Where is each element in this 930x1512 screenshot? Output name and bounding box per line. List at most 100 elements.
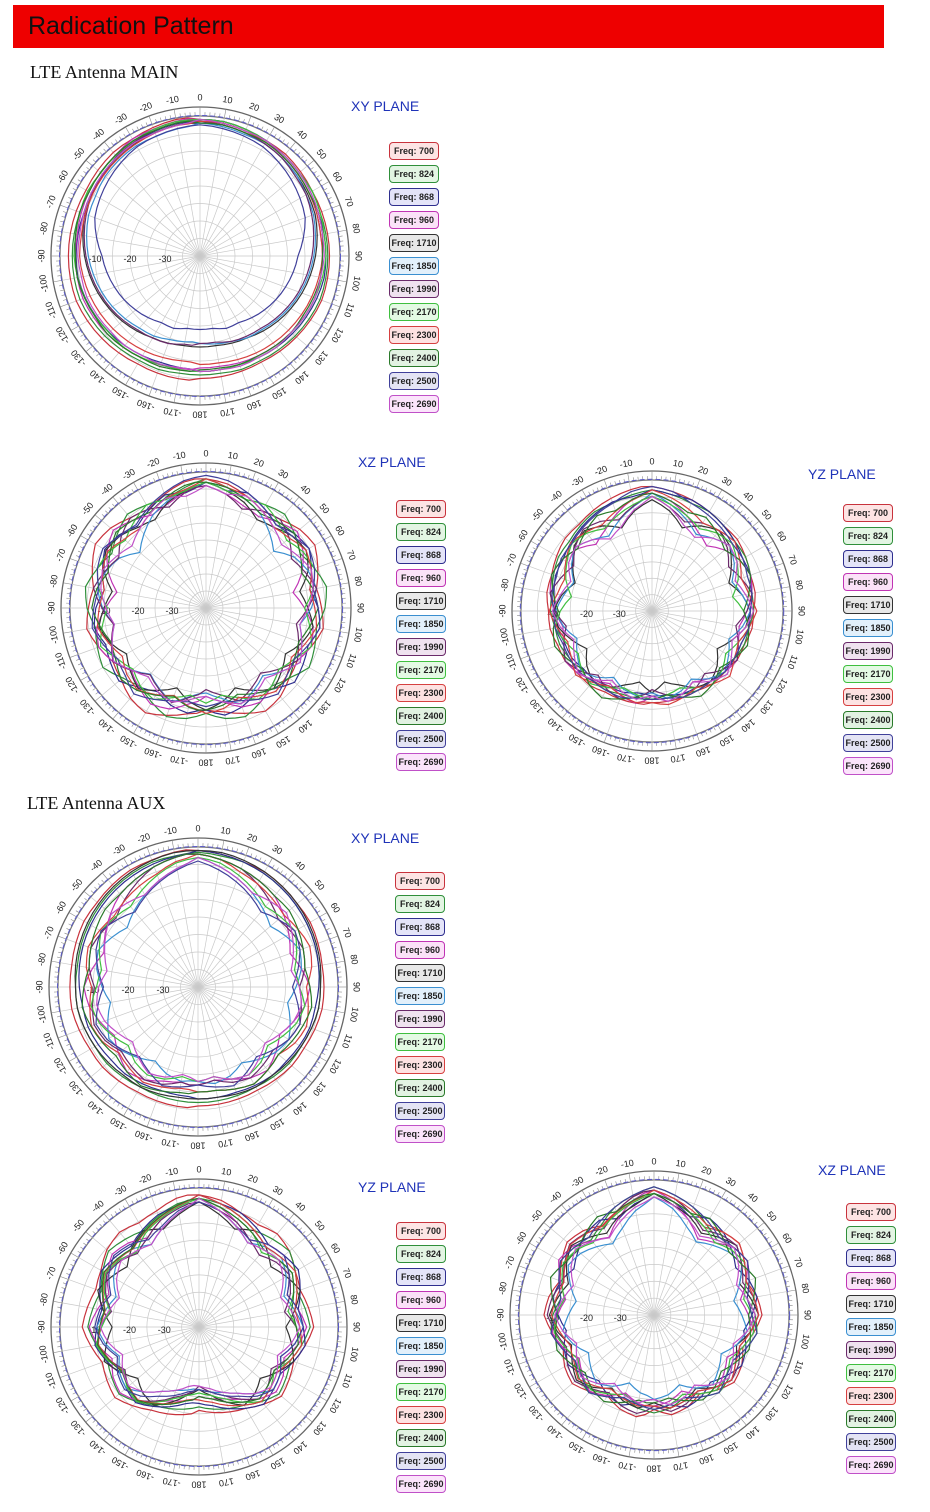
grid-spoke bbox=[118, 503, 207, 609]
plane-title-main-xy: XY PLANE bbox=[351, 98, 420, 114]
rim-tick bbox=[86, 167, 90, 171]
series-line bbox=[77, 118, 325, 373]
grid-spoke bbox=[197, 986, 247, 1119]
angle-tick-label: 100 bbox=[793, 629, 805, 646]
rim-tick bbox=[321, 181, 330, 187]
angle-tick-label: 130 bbox=[311, 1419, 328, 1437]
angle-tick-label: 80 bbox=[350, 223, 362, 235]
rim-tick bbox=[256, 478, 259, 483]
grid-spoke bbox=[628, 481, 653, 612]
rim-tick bbox=[227, 1462, 230, 1467]
grid-spoke bbox=[607, 1314, 655, 1442]
rim-tick bbox=[327, 1039, 332, 1042]
grid-spoke bbox=[197, 855, 247, 988]
rim-tick bbox=[310, 167, 314, 171]
angle-tick-label: -50 bbox=[80, 500, 96, 516]
rim-tick bbox=[131, 1449, 135, 1454]
rim-tick bbox=[69, 558, 79, 562]
angle-tick-label: 30 bbox=[724, 1175, 738, 1189]
grid-spoke bbox=[107, 879, 199, 988]
grid-spoke bbox=[88, 607, 207, 677]
grid-spoke bbox=[197, 938, 330, 988]
rim-tick bbox=[305, 1076, 313, 1084]
rim-tick bbox=[323, 675, 332, 681]
angle-tick-label: -50 bbox=[70, 1217, 86, 1233]
rim-tick bbox=[173, 1181, 176, 1191]
rim-tick bbox=[59, 1276, 69, 1280]
legend-item: Freq: 1990 bbox=[395, 1010, 445, 1028]
rim-tick bbox=[218, 1464, 220, 1469]
angle-tick-label: -10 bbox=[165, 94, 180, 106]
rim-tick bbox=[287, 872, 295, 880]
angle-tick-label: 80 bbox=[352, 575, 364, 587]
rim-tick bbox=[325, 542, 330, 545]
grid-spoke bbox=[151, 124, 201, 257]
rim-tick bbox=[53, 280, 63, 283]
grid-spoke bbox=[538, 545, 653, 612]
angle-tick-label: -90 bbox=[46, 601, 56, 614]
rim-tick bbox=[512, 1338, 522, 1341]
reference-circle bbox=[58, 1186, 340, 1468]
rim-tick bbox=[156, 735, 160, 745]
angle-tick-label: -20 bbox=[145, 456, 161, 470]
grid-spoke bbox=[538, 610, 653, 677]
legend-item: Freq: 2690 bbox=[846, 1456, 896, 1474]
rim-tick bbox=[319, 1396, 328, 1402]
rim-tick bbox=[307, 345, 315, 353]
rim-tick bbox=[696, 733, 701, 743]
rim-tick bbox=[148, 732, 151, 737]
legend-item: Freq: 868 bbox=[395, 918, 445, 936]
legend-item: Freq: 868 bbox=[396, 546, 446, 564]
rim-tick bbox=[117, 1102, 120, 1107]
rim-tick bbox=[696, 479, 701, 489]
grid-spoke bbox=[197, 962, 336, 988]
rim-tick bbox=[80, 535, 89, 541]
legend-item: Freq: 1850 bbox=[389, 257, 439, 275]
rim-tick bbox=[752, 520, 760, 528]
rim-tick bbox=[96, 155, 100, 159]
angle-tick-label: 0 bbox=[651, 1156, 656, 1166]
rim-tick bbox=[57, 275, 62, 277]
angle-tick-label: -100 bbox=[37, 274, 50, 293]
rim-tick bbox=[156, 471, 160, 481]
rim-tick bbox=[59, 1374, 69, 1378]
radial-tick-label: -10 bbox=[88, 254, 101, 264]
rim-tick bbox=[581, 489, 587, 498]
rim-tick bbox=[101, 1094, 109, 1102]
grid-spoke bbox=[205, 584, 340, 609]
grid-spoke bbox=[653, 1181, 678, 1316]
legend-item: Freq: 1850 bbox=[846, 1318, 896, 1336]
angle-tick-label: 100 bbox=[352, 627, 364, 644]
legend-item: Freq: 700 bbox=[389, 142, 439, 160]
rim-tick bbox=[786, 1289, 796, 1292]
rim-tick bbox=[780, 586, 790, 589]
legend-main-xz: Freq: 700 Freq: 824 Freq: 868 Freq: 960 Freq… bbox=[396, 500, 446, 776]
grid-spoke bbox=[199, 255, 308, 347]
rim-tick bbox=[268, 1198, 274, 1207]
rim-tick bbox=[721, 496, 724, 501]
angle-tick-label: 180 bbox=[644, 756, 659, 766]
grid-spoke bbox=[198, 1326, 306, 1417]
rim-tick bbox=[517, 1342, 523, 1345]
grid-spoke bbox=[651, 610, 698, 735]
series-line bbox=[554, 1196, 756, 1406]
angle-tick-label: 20 bbox=[248, 101, 261, 114]
series-line bbox=[94, 1194, 306, 1410]
angle-tick-label: -30 bbox=[569, 1174, 585, 1189]
rim-tick bbox=[77, 550, 82, 553]
rim-tick bbox=[757, 1222, 765, 1229]
angle-tick-label: -50 bbox=[68, 877, 84, 893]
rim-tick bbox=[123, 857, 129, 866]
series-line bbox=[550, 1186, 758, 1411]
angle-tick-label: 170 bbox=[672, 1460, 689, 1472]
grid-spoke bbox=[129, 1206, 200, 1328]
angle-tick-label: 160 bbox=[245, 398, 263, 413]
rim-tick bbox=[780, 1360, 790, 1365]
rim-tick bbox=[779, 1262, 783, 1265]
rim-tick bbox=[176, 470, 179, 476]
legend-item: Freq: 1850 bbox=[843, 619, 893, 637]
angle-tick-label: -110 bbox=[43, 1371, 58, 1391]
rim-tick bbox=[581, 1431, 587, 1440]
series-line bbox=[94, 124, 306, 331]
rim-tick bbox=[746, 701, 750, 705]
